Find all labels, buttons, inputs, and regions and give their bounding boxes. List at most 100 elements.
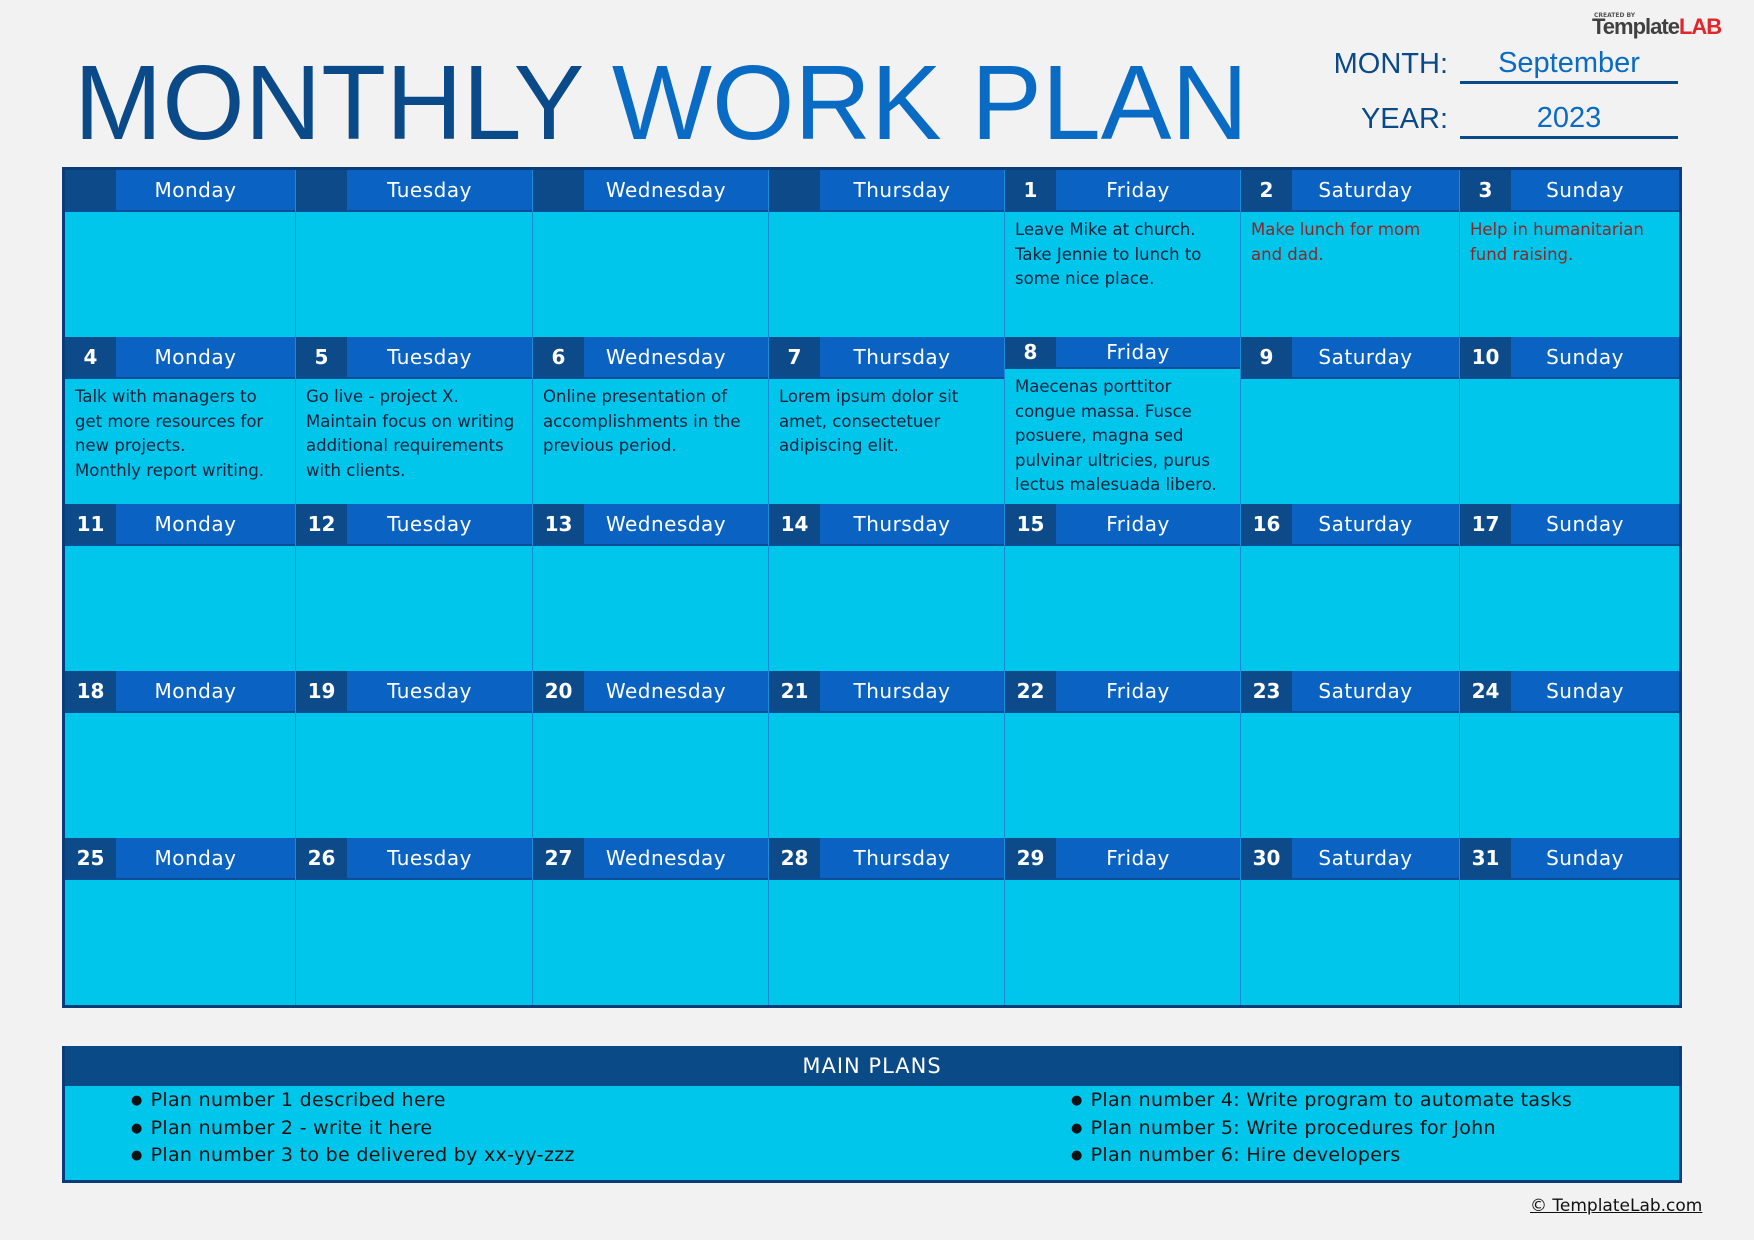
day-cell[interactable]: 23 Saturday	[1241, 671, 1460, 838]
note: Maintain focus on writing additional req…	[306, 411, 515, 480]
day-cell[interactable]: 14 Thursday	[769, 504, 1005, 671]
day-cell[interactable]: 13 Wednesday	[533, 504, 769, 671]
day-notes	[533, 546, 768, 558]
day-notes	[296, 212, 532, 224]
day-cell[interactable]: 7 Thursday Lorem ipsum dolor sit amet, con…	[769, 337, 1005, 504]
day-number: 15	[1005, 504, 1056, 544]
day-header: 10 Sunday	[1460, 337, 1679, 379]
day-header: 3 Sunday	[1460, 170, 1679, 212]
day-cell[interactable]: 21 Thursday	[769, 671, 1005, 838]
day-cell[interactable]: Monday	[65, 170, 296, 337]
day-cell[interactable]: 25 Monday	[65, 838, 296, 1005]
day-cell[interactable]: 3 Sunday Help in humanitarian fund raising…	[1460, 170, 1679, 337]
day-header: 5 Tuesday	[296, 337, 532, 379]
day-header: Thursday	[769, 170, 1004, 212]
weekday: Sunday	[1546, 679, 1624, 703]
title-part: MONTHLY	[74, 44, 583, 162]
day-cell[interactable]: 30 Saturday	[1241, 838, 1460, 1005]
note: Take Jennie to lunch to some nice place.	[1015, 244, 1202, 289]
day-header: 24 Sunday	[1460, 671, 1679, 713]
weekday: Sunday	[1546, 846, 1624, 870]
day-cell[interactable]: 20 Wednesday	[533, 671, 769, 838]
day-number: 19	[296, 671, 347, 711]
day-cell[interactable]: 17 Sunday	[1460, 504, 1679, 671]
day-cell[interactable]: 19 Tuesday	[296, 671, 533, 838]
weekday: Saturday	[1318, 679, 1413, 703]
note: Make lunch for mom and dad.	[1251, 220, 1421, 264]
day-header: 9 Saturday	[1241, 337, 1459, 379]
day-number: 30	[1241, 838, 1292, 878]
day-number: 17	[1460, 504, 1511, 544]
day-notes	[1241, 713, 1459, 725]
weekday: Friday	[1106, 512, 1170, 536]
plan-list: Plan number 1 described herePlan number …	[65, 1089, 1679, 1172]
day-cell[interactable]: 2 Saturday Make lunch for mom and dad.	[1241, 170, 1460, 337]
weekday: Saturday	[1318, 345, 1413, 369]
day-notes	[769, 212, 1004, 224]
day-header: 18 Monday	[65, 671, 295, 713]
day-cell[interactable]: 8 Friday Maecenas porttitor congue massa. …	[1005, 337, 1241, 504]
plan-item: Plan number 6: Hire developers	[1071, 1144, 1671, 1172]
day-cell[interactable]: 11 Monday	[65, 504, 296, 671]
day-cell[interactable]: 18 Monday	[65, 671, 296, 838]
day-header: 29 Friday	[1005, 838, 1240, 880]
day-header: Monday	[65, 170, 295, 212]
weekday: Wednesday	[605, 345, 727, 369]
day-cell[interactable]: 31 Sunday	[1460, 838, 1679, 1005]
day-notes	[1005, 713, 1240, 725]
day-header: 20 Wednesday	[533, 671, 768, 713]
day-header: Wednesday	[533, 170, 768, 212]
day-header: 16 Saturday	[1241, 504, 1459, 546]
day-notes	[65, 212, 295, 224]
day-cell[interactable]: 15 Friday	[1005, 504, 1241, 671]
day-cell[interactable]: 9 Saturday	[1241, 337, 1460, 504]
day-cell[interactable]: Thursday	[769, 170, 1005, 337]
note: Maecenas porttitor congue massa. Fusce p…	[1015, 377, 1217, 495]
day-cell[interactable]: 1 Friday Leave Mike at church. Take Jennie …	[1005, 170, 1241, 337]
day-number: 18	[65, 671, 116, 711]
day-number: 6	[533, 337, 584, 377]
day-number: 5	[296, 337, 347, 377]
day-cell[interactable]: 24 Sunday	[1460, 671, 1679, 838]
day-number: 26	[296, 838, 347, 878]
day-cell[interactable]: 27 Wednesday	[533, 838, 769, 1005]
weekday: Monday	[154, 345, 237, 369]
day-notes	[769, 546, 1004, 558]
year-value[interactable]: 2023	[1460, 101, 1678, 139]
day-notes: Lorem ipsum dolor sit amet, consectetuer…	[769, 379, 1004, 465]
plan-item: Plan number 3 to be delivered by xx-yy-z…	[131, 1144, 1071, 1172]
day-cell[interactable]: 22 Friday	[1005, 671, 1241, 838]
day-cell[interactable]: 29 Friday	[1005, 838, 1241, 1005]
day-number: 24	[1460, 671, 1511, 711]
main-plans-title: MAIN PLANS	[65, 1046, 1679, 1086]
day-cell[interactable]: 28 Thursday	[769, 838, 1005, 1005]
day-header: 8 Friday	[1005, 337, 1240, 370]
month-value[interactable]: September	[1460, 46, 1678, 84]
day-notes: Help in humanitarian fund raising.	[1460, 212, 1679, 273]
title-part: WORK PLAN	[611, 44, 1249, 162]
day-number: 12	[296, 504, 347, 544]
day-notes	[769, 713, 1004, 725]
day-cell[interactable]: 16 Saturday	[1241, 504, 1460, 671]
day-cell[interactable]: 12 Tuesday	[296, 504, 533, 671]
note: Lorem ipsum dolor sit amet, consectetuer…	[779, 387, 959, 456]
day-cell[interactable]: 4 Monday Talk with managers to get more re…	[65, 337, 296, 504]
day-cell[interactable]: 6 Wednesday Online presentation of accompl…	[533, 337, 769, 504]
day-cell[interactable]: Tuesday	[296, 170, 533, 337]
note: Online presentation of accomplishments i…	[543, 387, 741, 456]
plan-item: Plan number 4: Write program to automate…	[1071, 1089, 1671, 1117]
day-cell[interactable]: 26 Tuesday	[296, 838, 533, 1005]
day-number: 28	[769, 838, 820, 878]
weekday: Friday	[1106, 679, 1170, 703]
day-cell[interactable]: 5 Tuesday Go live - project X. Maintain foc…	[296, 337, 533, 504]
day-cell[interactable]: 10 Sunday	[1460, 337, 1679, 504]
day-notes	[296, 880, 532, 892]
year-label: YEAR:	[1360, 103, 1448, 135]
logo-text: Template	[1592, 14, 1680, 39]
day-header: 31 Sunday	[1460, 838, 1679, 880]
copyright-link[interactable]: © TemplateLab.com	[1530, 1196, 1703, 1216]
day-header: Tuesday	[296, 170, 532, 212]
day-cell[interactable]: Wednesday	[533, 170, 769, 337]
